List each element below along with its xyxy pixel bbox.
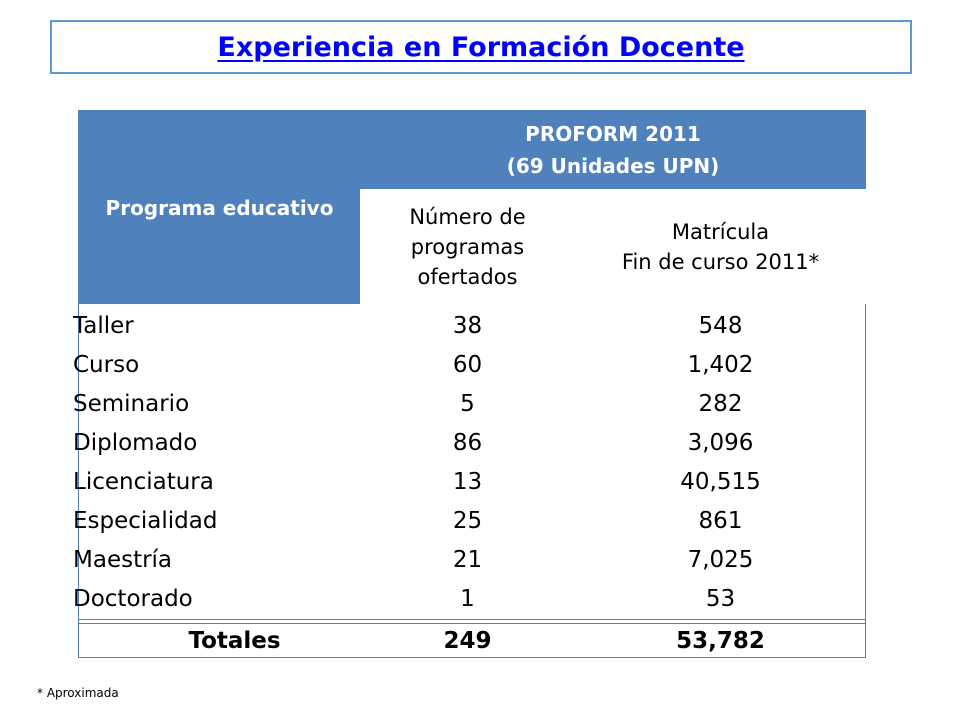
- header-num-line2: programas: [410, 234, 525, 259]
- cell-num: 21: [452, 547, 483, 573]
- cell-mat: 3,096: [687, 430, 754, 456]
- total-label: Totales: [188, 628, 281, 654]
- page-title: Experiencia en Formación Docente: [217, 31, 745, 63]
- cell-mat: 282: [698, 391, 743, 417]
- cell-program: Seminario: [73, 391, 190, 417]
- cell-num: 25: [452, 508, 483, 534]
- cell-mat: 861: [698, 508, 743, 534]
- header-mat-line2: Fin de curso 2011*: [621, 249, 820, 274]
- header-group: PROFORM 2011 (69 Unidades UPN): [360, 111, 866, 189]
- header-group-line2: (69 Unidades UPN): [506, 154, 720, 178]
- table-row: Licenciatura 13 40,515: [73, 463, 866, 502]
- cell-mat: 1,402: [687, 352, 754, 378]
- cell-mat: 53: [705, 586, 736, 612]
- cell-program: Maestría: [73, 547, 173, 573]
- cell-mat: 40,515: [680, 469, 761, 495]
- total-mat: 53,782: [676, 628, 765, 654]
- cell-num: 5: [460, 391, 475, 417]
- table-row: Seminario 5 282: [73, 385, 866, 424]
- table-row: Especialidad 25 861: [73, 502, 866, 541]
- header-enrollment: Matrícula Fin de curso 2011*: [575, 189, 866, 304]
- cell-num: 86: [452, 430, 483, 456]
- header-program: Programa educativo: [79, 111, 360, 304]
- total-divider: [79, 619, 866, 624]
- table-row: Maestría 21 7,025: [73, 541, 866, 580]
- footnote: * Aproximada: [37, 686, 119, 700]
- table-row: Curso 60 1,402: [73, 346, 866, 385]
- total-num: 249: [443, 628, 492, 654]
- header-num-programs: Número de programas ofertados: [360, 189, 575, 304]
- cell-program: Doctorado: [73, 586, 193, 612]
- table-body: Taller 38 548 Curso 60 1,402 Seminario 5…: [73, 307, 866, 619]
- cell-num: 38: [452, 313, 483, 339]
- cell-program: Curso: [73, 352, 140, 378]
- totals-row: Totales 249 53,782: [79, 623, 866, 659]
- data-table: Programa educativo PROFORM 2011 (69 Unid…: [73, 110, 866, 659]
- header-mat-line1: Matrícula: [671, 219, 770, 244]
- cell-mat: 548: [698, 313, 743, 339]
- title-box: Experiencia en Formación Docente: [50, 20, 912, 74]
- cell-program: Diplomado: [73, 430, 198, 456]
- cell-num: 60: [452, 352, 483, 378]
- cell-num: 1: [460, 586, 475, 612]
- header-num-line1: Número de: [409, 204, 526, 229]
- header-num-line3: ofertados: [417, 264, 518, 289]
- cell-num: 13: [452, 469, 483, 495]
- cell-program: Taller: [73, 313, 134, 339]
- header-group-line1: PROFORM 2011: [525, 122, 701, 146]
- table-row: Doctorado 1 53: [73, 580, 866, 619]
- table-row: Taller 38 548: [73, 307, 866, 346]
- table-row: Diplomado 86 3,096: [73, 424, 866, 463]
- cell-program: Licenciatura: [73, 469, 214, 495]
- cell-mat: 7,025: [687, 547, 754, 573]
- cell-program: Especialidad: [73, 508, 218, 534]
